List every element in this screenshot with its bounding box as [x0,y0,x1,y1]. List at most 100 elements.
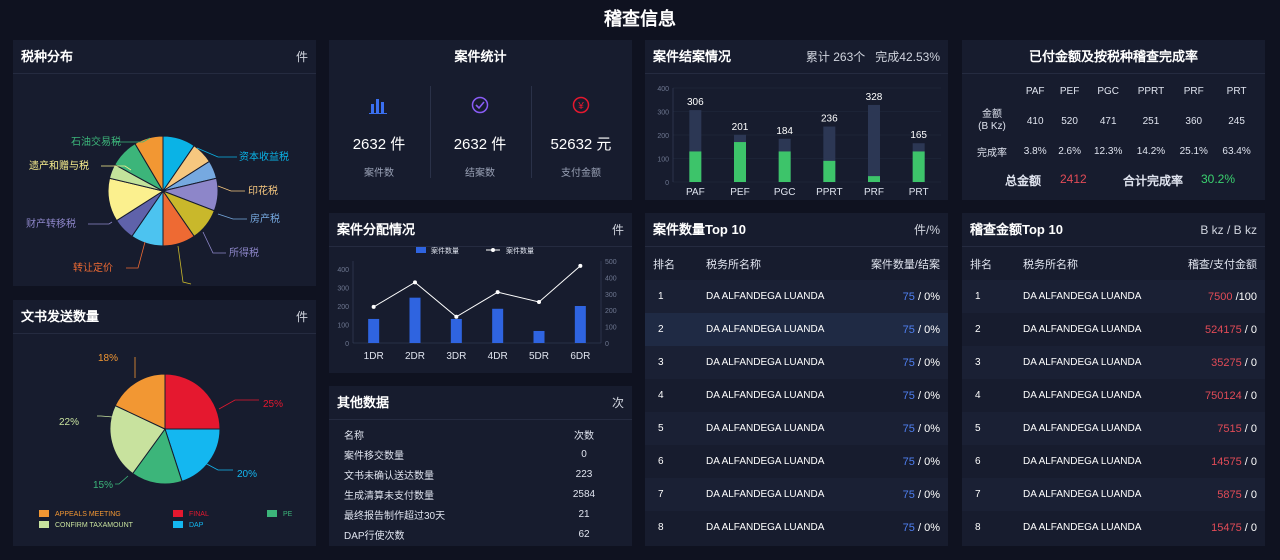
table-row[interactable]: 1 DA ALFANDEGA LUANDA 75 / 0% [645,280,948,313]
row-value: 75 / 0% [855,313,948,346]
closure-panel: 案件结案情况 累计 263个 完成42.53% 0 100 200 300 400 306… [645,40,948,200]
audit-amount: 750124 [1204,389,1242,402]
panel-header: 税种分布 件 [13,40,316,74]
table-row[interactable]: 2 DA ALFANDEGA LUANDA 75 / 0% [645,313,948,346]
y-right-tick-label: 100 [605,325,617,332]
table-row[interactable]: 1 DA ALFANDEGA LUANDA 7500 /100 [962,280,1265,313]
pie-label: 财产转移税 [26,217,76,230]
y-left-tick-label: 100 [337,323,349,330]
pie-label: 遗产和赠与税 [29,159,89,172]
x-tick-label: PPRT [816,187,843,198]
paid-amount: /100 [1232,290,1257,303]
case-count: 75 [902,290,915,303]
row-value: 35275 / 0 [1172,346,1265,379]
closure-summary: 累计 263个 完成42.53% [806,40,940,73]
stat-label: 支付金额 [561,168,601,179]
audit-amount: 5875 [1217,488,1242,501]
legend-label: APPEALS MEETING [55,511,121,518]
table-row[interactable]: 8 DA ALFANDEGA LUANDA 75 / 0% [645,511,948,544]
page-title: 稽查信息 [604,9,676,29]
panel-header: 案件统计 [329,40,632,74]
row-value: 7515 / 0 [1172,412,1265,445]
table-row[interactable]: 5 DA ALFANDEGA LUANDA 75 / 0% [645,412,948,445]
panel-title: 其他数据 [337,395,390,410]
total-value: 2412 [1060,172,1087,186]
audit-amount: 7500 [1208,290,1233,303]
closure-bar-chart: 0 100 200 300 400 306 PAF 201 PEF 184 PGC 236 PPRT 32… [657,86,941,198]
panel-title: 已付金额及按税种稽查完成率 [1028,49,1198,64]
stat-value: 2632 件 [352,136,406,153]
paid-header-row: PAF PEF PGC PPRT PRF PRT [966,76,1258,106]
y-right-tick-label: 300 [605,292,617,299]
row-rank: 2 [975,324,981,335]
row-name: 最终报告制作超过30天 [344,510,446,522]
pie-label: 消费税 [189,285,219,286]
row-name: DA ALFANDEGA LUANDA [1023,291,1142,302]
panel-title: 案件数量Top 10 [653,222,746,237]
amount-cell: 410 [1026,115,1044,127]
bar-chart-icon [369,99,387,114]
bar-value-label: 165 [910,130,927,141]
row-value: 75 / 0% [855,280,948,313]
divider [430,86,431,178]
divider [531,86,532,178]
table-row: 生成清算未支付数量 2584 [344,484,614,504]
table-row[interactable]: 6 DA ALFANDEGA LUANDA 14575 / 0 [962,445,1265,478]
table-row[interactable]: 5 DA ALFANDEGA LUANDA 7515 / 0 [962,412,1265,445]
row-rank: 8 [658,522,664,533]
bar-total [868,104,880,182]
table-row[interactable]: 3 DA ALFANDEGA LUANDA 35275 / 0 [962,346,1265,379]
panel-title: 税种分布 [21,49,74,64]
table-row[interactable]: 6 DA ALFANDEGA LUANDA 75 / 0% [645,445,948,478]
audit-amount: 35275 [1211,356,1242,369]
yen-circle-icon: ¥ [572,96,590,114]
rate-total-label: 合计完成率 [1123,174,1184,188]
table-row[interactable]: 7 DA ALFANDEGA LUANDA 5875 / 0 [962,478,1265,511]
distribution-combo-chart: 0 100 200 300 400 0 100 200 300 400 500 案件数量 案件数量 1DR… [337,246,617,362]
row-name: DA ALFANDEGA LUANDA [706,489,825,500]
case-count: 75 [902,422,915,435]
row-rank: 4 [975,390,981,401]
pie-leader-line [177,245,192,285]
panel-title: 案件统计 [454,49,507,64]
line-series [373,265,581,318]
row-rank: 5 [975,423,981,434]
check-circle-icon [471,96,489,114]
top-cases-panel: 案件数量Top 10 件/% 排名 税务所名称 案件数量/结案 1 DA ALFA… [645,213,948,546]
pie-percent-label: 15% [93,480,113,491]
table-row[interactable]: 4 DA ALFANDEGA LUANDA 750124 / 0 [962,379,1265,412]
pie-slice [131,427,183,485]
panel-header: 已付金额及按税种稽查完成率 [962,40,1265,74]
case-count: 75 [902,455,915,468]
pie-leader-line [115,475,129,485]
pie-leader-line [217,213,247,220]
row-count: 223 [575,468,593,480]
stat-label: 结案数 [465,168,495,179]
panel-unit: B kz / B kz [1200,223,1257,237]
case-stats-panel: 案件统计 2632 件 案件数 2632 件 结案数 ¥ 52632 元 支付金… [329,40,632,200]
pie-label: 转让定价 [73,261,113,274]
table-row[interactable]: 8 DA ALFANDEGA LUANDA 15475 / 0 [962,511,1265,544]
bar-value-label: 306 [687,97,704,108]
panel-unit: 件 [611,223,624,237]
table-row[interactable]: 2 DA ALFANDEGA LUANDA 524175 / 0 [962,313,1265,346]
line-point [578,263,583,268]
table-row: DAP行使次数 62 [344,524,614,544]
row-value: 15475 / 0 [1172,511,1265,544]
y-right-tick-label: 500 [605,259,617,266]
table-row[interactable]: 3 DA ALFANDEGA LUANDA 75 / 0% [645,346,948,379]
paid-amount: / 0 [1241,422,1257,435]
table-header-row: 排名 税务所名称 案件数量/结案 [645,247,948,280]
table-row[interactable]: 4 DA ALFANDEGA LUANDA 75 / 0% [645,379,948,412]
row-rank: 7 [975,489,981,500]
pie-percent-label: 25% [263,399,283,410]
bar-value-label: 328 [866,92,883,103]
header-cell: PRT [1226,85,1247,97]
row-name: DA ALFANDEGA LUANDA [706,423,825,434]
top-amount-panel: 稽查金额Top 10 B kz / B kz 排名 税务所名称 稽查/支付金额 … [962,213,1265,546]
line-point [454,314,459,319]
rate-cell: 14.2% [1136,145,1166,157]
row-rank: 8 [975,522,981,533]
table-row[interactable]: 7 DA ALFANDEGA LUANDA 75 / 0% [645,478,948,511]
paid-table: PAF PEF PGC PPRT PRF PRT 金额 (B Kz) 410 5… [966,76,1258,166]
